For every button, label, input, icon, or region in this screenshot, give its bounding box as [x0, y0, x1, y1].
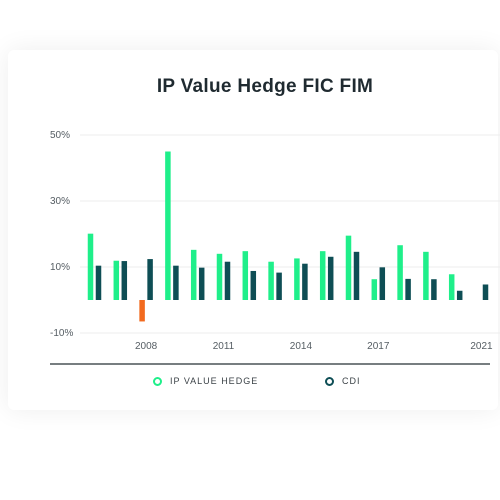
- y-tick-label: 30%: [50, 196, 70, 207]
- legend-label-hedge: IP VALUE HEDGE: [170, 376, 259, 386]
- bar-cdi: [224, 261, 231, 300]
- y-tick-label: 10%: [50, 262, 70, 273]
- legend-label-cdi: CDI: [342, 376, 361, 386]
- bar-cdi: [482, 284, 489, 300]
- legend-marker-hedge-icon: [153, 376, 162, 386]
- bar-hedge: [190, 249, 197, 300]
- bar-hedge: [294, 258, 300, 300]
- bar-hedge: [113, 260, 120, 300]
- bar-cdi: [121, 261, 128, 300]
- bar-hedge: [87, 233, 94, 300]
- legend-marker-cdi-icon: [325, 376, 334, 386]
- chart-title: IP Value Hedge FIC FIM: [156, 76, 374, 97]
- bar-cdi: [353, 251, 360, 300]
- bar-cdi: [379, 267, 386, 300]
- y-tick-label: 50%: [50, 130, 70, 141]
- bar-cdi: [95, 265, 102, 300]
- bar-hedge: [139, 300, 145, 322]
- bar-hedge: [371, 279, 378, 300]
- bar-hedge: [423, 251, 429, 300]
- chart-legend: IP VALUE HEDGE CDI: [0, 376, 500, 392]
- bar-cdi: [276, 272, 282, 300]
- x-tick-label: 2008: [135, 341, 158, 352]
- bar-hedge: [319, 251, 326, 300]
- bar-cdi: [456, 290, 463, 300]
- bar-hedge: [397, 245, 403, 300]
- x-tick-label: 2021: [470, 341, 493, 352]
- bar-cdi: [405, 278, 411, 300]
- y-tick-label: -10%: [50, 328, 73, 339]
- legend-item-hedge[interactable]: IP VALUE HEDGE: [153, 376, 258, 386]
- bar-hedge: [268, 261, 274, 300]
- bar-cdi: [327, 256, 334, 300]
- bar-hedge: [216, 253, 223, 300]
- bar-hedge: [242, 251, 249, 300]
- bar-hedge: [165, 151, 171, 300]
- legend-item-cdi[interactable]: CDI: [325, 376, 361, 386]
- x-tick-label: 2014: [290, 341, 313, 352]
- bar-hedge: [345, 235, 352, 300]
- bar-cdi: [250, 270, 257, 300]
- bar-cdi: [198, 267, 205, 300]
- bar-cdi: [302, 263, 308, 300]
- bar-cdi: [147, 259, 153, 300]
- bar-hedge: [448, 274, 455, 300]
- bar-cdi: [173, 265, 179, 300]
- x-tick-label: 2011: [213, 341, 235, 352]
- bar-cdi: [431, 279, 437, 300]
- x-tick-label: 2017: [367, 341, 390, 352]
- chart-card: [8, 50, 498, 410]
